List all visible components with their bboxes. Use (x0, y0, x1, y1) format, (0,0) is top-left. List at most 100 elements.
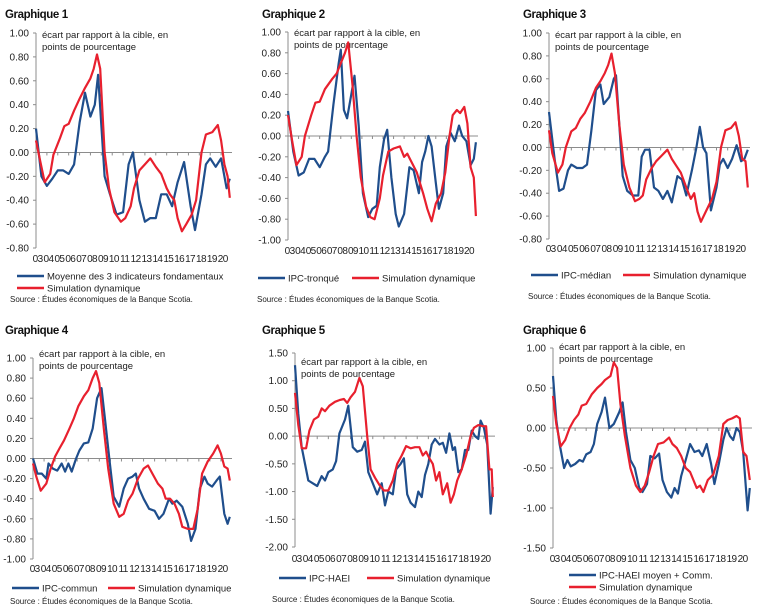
x-tick-label: 04 (295, 246, 306, 257)
source-note: Source : Études économiques de la Banque… (257, 295, 440, 304)
x-tick-label: 12 (129, 564, 140, 575)
legend-label: Simulation dynamique (599, 583, 692, 594)
x-tick-label: 05 (54, 254, 65, 265)
y-tick-label: 0.00 (523, 143, 543, 154)
x-tick-label: 06 (583, 554, 594, 565)
y-tick-label: -0.80 (6, 244, 29, 255)
y-tick-label: -0.80 (3, 534, 26, 545)
x-tick-label: 12 (649, 554, 660, 565)
x-tick-label: 19 (724, 244, 735, 255)
y-tick-label: -0.20 (3, 474, 26, 485)
x-tick-label: 20 (738, 554, 749, 565)
x-tick-label: 17 (702, 244, 713, 255)
y-tick-label: 0.80 (523, 51, 543, 62)
y-tick-label: -0.40 (258, 173, 281, 184)
y-tick-label: 0.80 (7, 374, 27, 385)
chart-6: Graphique 6 1.00 0.50 0.00 -0.50 -1.00 -1.50 03… (523, 325, 752, 606)
x-tick-label: 05 (572, 554, 583, 565)
y-tick-label: 1.00 (10, 29, 30, 40)
x-tick-label: 09 (616, 554, 627, 565)
x-tick-label: 08 (347, 554, 358, 565)
y-tick-label: -0.60 (519, 212, 542, 223)
source-note: Source : Études économiques de la Banque… (272, 595, 455, 604)
x-tick-label: 10 (107, 564, 118, 575)
x-tick-label: 17 (704, 554, 715, 565)
x-tick-label: 07 (590, 244, 601, 255)
x-tick-label: 18 (713, 244, 724, 255)
y-tick-label: 0.00 (262, 132, 282, 143)
y-tick-label: 1.00 (523, 29, 543, 40)
x-tick-label: 06 (316, 246, 327, 257)
y-tick-label: -0.50 (265, 459, 288, 470)
x-tick-label: 06 (65, 254, 76, 265)
y-axis-annotation: écart par rapport à la cible, en (294, 28, 420, 39)
x-tick-label: 10 (109, 254, 120, 265)
y-tick-label: -0.80 (258, 215, 281, 226)
y-tick-label: -0.20 (6, 172, 29, 183)
y-tick-label: -1.00 (523, 504, 546, 515)
y-axis-annotation: points de pourcentage (301, 369, 395, 380)
series-line-simulation (31, 370, 231, 530)
x-tick-label: 08 (605, 554, 616, 565)
x-tick-label: 04 (557, 244, 568, 255)
y-tick-label: -0.60 (3, 514, 26, 525)
chart-title: Graphique 5 (262, 325, 326, 337)
y-tick-label: 0.00 (7, 454, 27, 465)
x-tick-label: 16 (174, 254, 185, 265)
x-tick-label: 16 (173, 564, 184, 575)
series-line-indicator (286, 48, 477, 228)
x-tick-label: 16 (422, 246, 433, 257)
x-tick-label: 11 (369, 246, 379, 257)
y-axis-annotation: points de pourcentage (39, 361, 133, 372)
x-tick-label: 06 (325, 554, 336, 565)
y-tick-label: 0.80 (262, 48, 282, 59)
y-tick-label: 0.20 (262, 111, 282, 122)
x-tick-label: 19 (207, 564, 218, 575)
x-tick-label: 07 (594, 554, 605, 565)
x-tick-label: 09 (613, 244, 624, 255)
x-tick-label: 15 (680, 244, 691, 255)
y-tick-label: 1.50 (269, 349, 289, 360)
x-tick-label: 17 (447, 554, 458, 565)
x-tick-label: 18 (716, 554, 727, 565)
y-axis-annotation: points de pourcentage (42, 42, 136, 53)
legend-label: IPC-médian (561, 271, 611, 282)
x-tick-label: 10 (359, 246, 370, 257)
x-tick-label: 14 (151, 564, 162, 575)
y-axis-annotation: écart par rapport à la cible, en (39, 349, 165, 360)
y-axis-annotation: écart par rapport à la cible, en (555, 30, 681, 41)
x-tick-label: 08 (85, 564, 96, 575)
x-tick-label: 03 (30, 564, 41, 575)
y-tick-label: -0.60 (258, 194, 281, 205)
series-line-indicator (34, 73, 231, 232)
y-tick-label: -0.20 (258, 152, 281, 163)
chart-title: Graphique 3 (523, 9, 586, 21)
y-axis-annotation: écart par rapport à la cible, en (559, 342, 685, 353)
x-tick-label: 12 (646, 244, 657, 255)
x-tick-label: 20 (736, 244, 747, 255)
x-tick-label: 03 (285, 246, 296, 257)
chart-1: Graphique 1 1.00 0.80 0.60 0.40 0.20 0.00 -0.20… (5, 9, 232, 304)
x-tick-label: 09 (96, 564, 107, 575)
x-tick-label: 07 (336, 554, 347, 565)
x-tick-label: 06 (63, 564, 74, 575)
chart-2: Graphique 2 1.00 0.80 0.60 0.40 0.20 0.00 -0.20… (257, 9, 478, 304)
x-tick-label: 09 (358, 554, 369, 565)
source-note: Source : Études économiques de la Banque… (528, 292, 711, 301)
x-tick-label: 14 (414, 554, 425, 565)
x-tick-label: 08 (602, 244, 613, 255)
legend-label: Simulation dynamique (138, 584, 231, 595)
x-tick-label: 13 (657, 244, 668, 255)
x-tick-label: 15 (425, 554, 436, 565)
x-tick-label: 14 (152, 254, 163, 265)
x-tick-label: 18 (196, 254, 207, 265)
x-tick-label: 18 (196, 564, 207, 575)
x-tick-label: 07 (74, 564, 85, 575)
legend-label: Simulation dynamique (47, 284, 140, 295)
x-tick-label: 09 (98, 254, 109, 265)
y-tick-label: 0.20 (10, 124, 30, 135)
x-tick-label: 17 (432, 246, 443, 257)
y-tick-label: 0.00 (10, 148, 30, 159)
source-note: Source : Études économiques de la Banque… (530, 597, 713, 606)
